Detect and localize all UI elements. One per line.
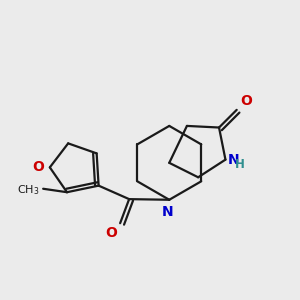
Text: N: N bbox=[228, 153, 240, 167]
Text: O: O bbox=[32, 160, 44, 174]
Text: O: O bbox=[240, 94, 252, 108]
Text: N: N bbox=[162, 205, 173, 219]
Text: H: H bbox=[235, 158, 245, 171]
Text: CH$_3$: CH$_3$ bbox=[17, 184, 40, 197]
Text: O: O bbox=[105, 226, 117, 240]
